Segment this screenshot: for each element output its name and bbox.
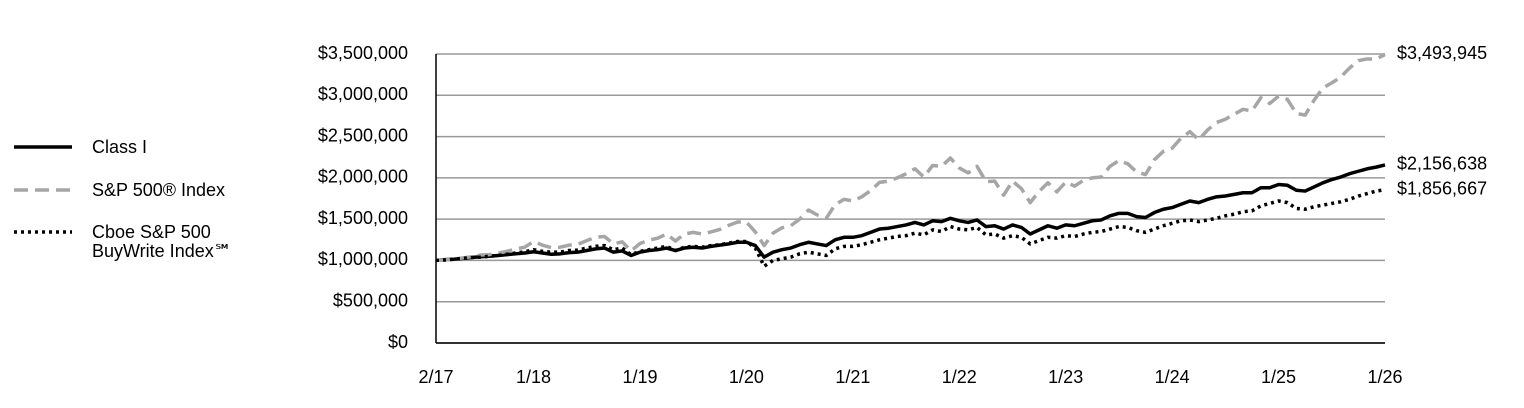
legend-label: Cboe S&P 500 BuyWrite Index℠ bbox=[92, 222, 233, 261]
y-tick-label: $3,500,000 bbox=[318, 43, 408, 63]
x-tick-label: 1/19 bbox=[622, 367, 657, 387]
series-line bbox=[435, 52, 1386, 263]
end-label: $3,493,945 bbox=[1397, 43, 1487, 63]
x-tick-label: 1/21 bbox=[835, 367, 870, 387]
y-tick-label: $1,000,000 bbox=[318, 249, 408, 269]
x-tick-label: 1/25 bbox=[1261, 367, 1296, 387]
y-tick-label: $0 bbox=[388, 332, 408, 352]
y-tick-label: $2,500,000 bbox=[318, 125, 408, 145]
legend-swatch bbox=[14, 188, 72, 192]
legend-swatch bbox=[14, 230, 72, 234]
y-tick-label: $3,000,000 bbox=[318, 84, 408, 104]
x-tick-label: 2/17 bbox=[418, 367, 453, 387]
legend-label: S&P 500® Index bbox=[92, 180, 226, 200]
x-tick-label: 1/22 bbox=[942, 367, 977, 387]
x-tick-label: 1/24 bbox=[1155, 367, 1190, 387]
y-tick-label: $1,500,000 bbox=[318, 208, 408, 228]
end-label: $2,156,638 bbox=[1397, 154, 1487, 174]
y-tick-label: $2,000,000 bbox=[318, 167, 408, 187]
y-tick-label: $500,000 bbox=[333, 290, 408, 310]
x-tick-label: 1/20 bbox=[729, 367, 764, 387]
end-label: $1,856,667 bbox=[1397, 178, 1487, 198]
legend-label: Class I bbox=[92, 137, 148, 157]
series-line bbox=[435, 163, 1386, 263]
x-tick-label: 1/26 bbox=[1367, 367, 1402, 387]
x-tick-label: 1/18 bbox=[516, 367, 551, 387]
legend-swatch bbox=[14, 145, 72, 149]
x-tick-label: 1/23 bbox=[1048, 367, 1083, 387]
series-line bbox=[435, 187, 1386, 268]
